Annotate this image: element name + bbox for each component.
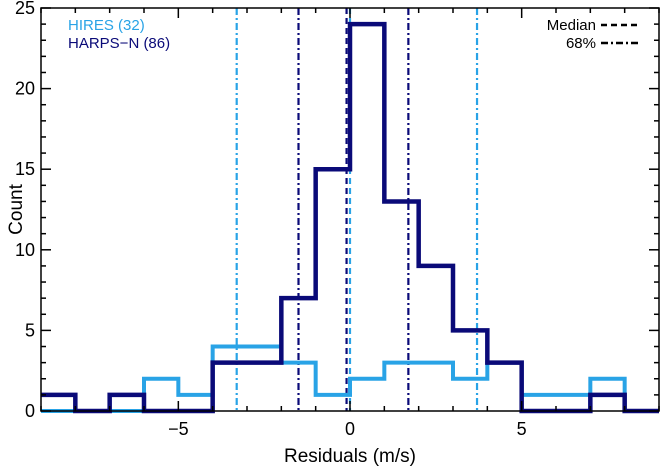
y-tick-label: 20 [15, 79, 35, 99]
x-axis-label: Residuals (m/s) [284, 446, 416, 467]
legend-68-label: 68% [566, 35, 596, 52]
x-tick-label: −5 [168, 419, 189, 439]
plot-frame [40, 7, 660, 412]
y-axis-label: Count [6, 183, 27, 234]
y-tick-label: 25 [15, 0, 35, 18]
x-tick-label: 5 [517, 419, 527, 439]
line-style-legend: Median 68% [547, 17, 640, 52]
y-tick-label: 15 [15, 159, 35, 179]
histogram-step-0 [41, 344, 659, 413]
series-legend: HIRES (32) HARPS−N (86) [68, 17, 170, 52]
x-tick-label: 0 [345, 419, 355, 439]
legend-entry-harps-n: HARPS−N (86) [68, 35, 170, 52]
y-tick-label: 5 [25, 320, 35, 340]
y-axis-ticks: 0 5 10 15 20 25 [15, 0, 659, 421]
x-axis-ticks: −5 0 5 [40, 8, 660, 439]
legend-entry-hires: HIRES (32) [68, 17, 145, 34]
legend-median-label: Median [547, 17, 596, 34]
plot-area [41, 8, 659, 414]
y-tick-label: 10 [15, 240, 35, 260]
y-tick-label: 0 [25, 401, 35, 421]
